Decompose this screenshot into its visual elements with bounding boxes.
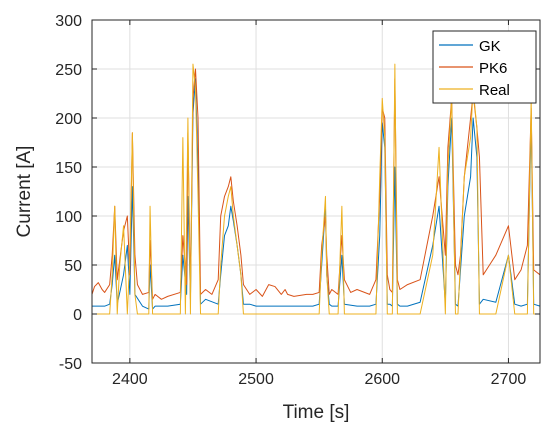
plot-frame [91, 19, 541, 364]
x-tick-label-0: 2400 [112, 371, 148, 388]
x-axis-ticks: 2400 2500 2600 2700 [112, 20, 526, 388]
y-axis-ticks: -50 0 50 100 150 200 250 300 [55, 13, 540, 373]
x-tick-label-3: 2700 [491, 371, 527, 388]
legend: GK PK6 Real [432, 30, 537, 104]
y-tick-label-0: -50 [59, 356, 82, 373]
series-line-gk [92, 78, 541, 310]
legend-label-real: Real [479, 82, 510, 99]
y-tick-label-1: 0 [73, 307, 82, 324]
legend-label-pk6: PK6 [479, 60, 507, 77]
x-tick-label-2: 2600 [364, 371, 400, 388]
x-tick-label-1: 2500 [238, 371, 274, 388]
y-tick-label-6: 250 [55, 62, 82, 79]
series-line-real [92, 63, 540, 315]
legend-label-gk: GK [479, 38, 501, 55]
y-tick-label-7: 300 [55, 13, 82, 30]
series-layer [91, 63, 541, 315]
y-tick-label-2: 50 [64, 258, 82, 275]
x-axis-title: Time [s] [283, 402, 350, 423]
y-axis-title: Current [A] [14, 146, 35, 238]
y-tick-label-3: 100 [55, 209, 82, 226]
y-tick-label-4: 150 [55, 160, 82, 177]
y-tick-label-5: 200 [55, 111, 82, 128]
